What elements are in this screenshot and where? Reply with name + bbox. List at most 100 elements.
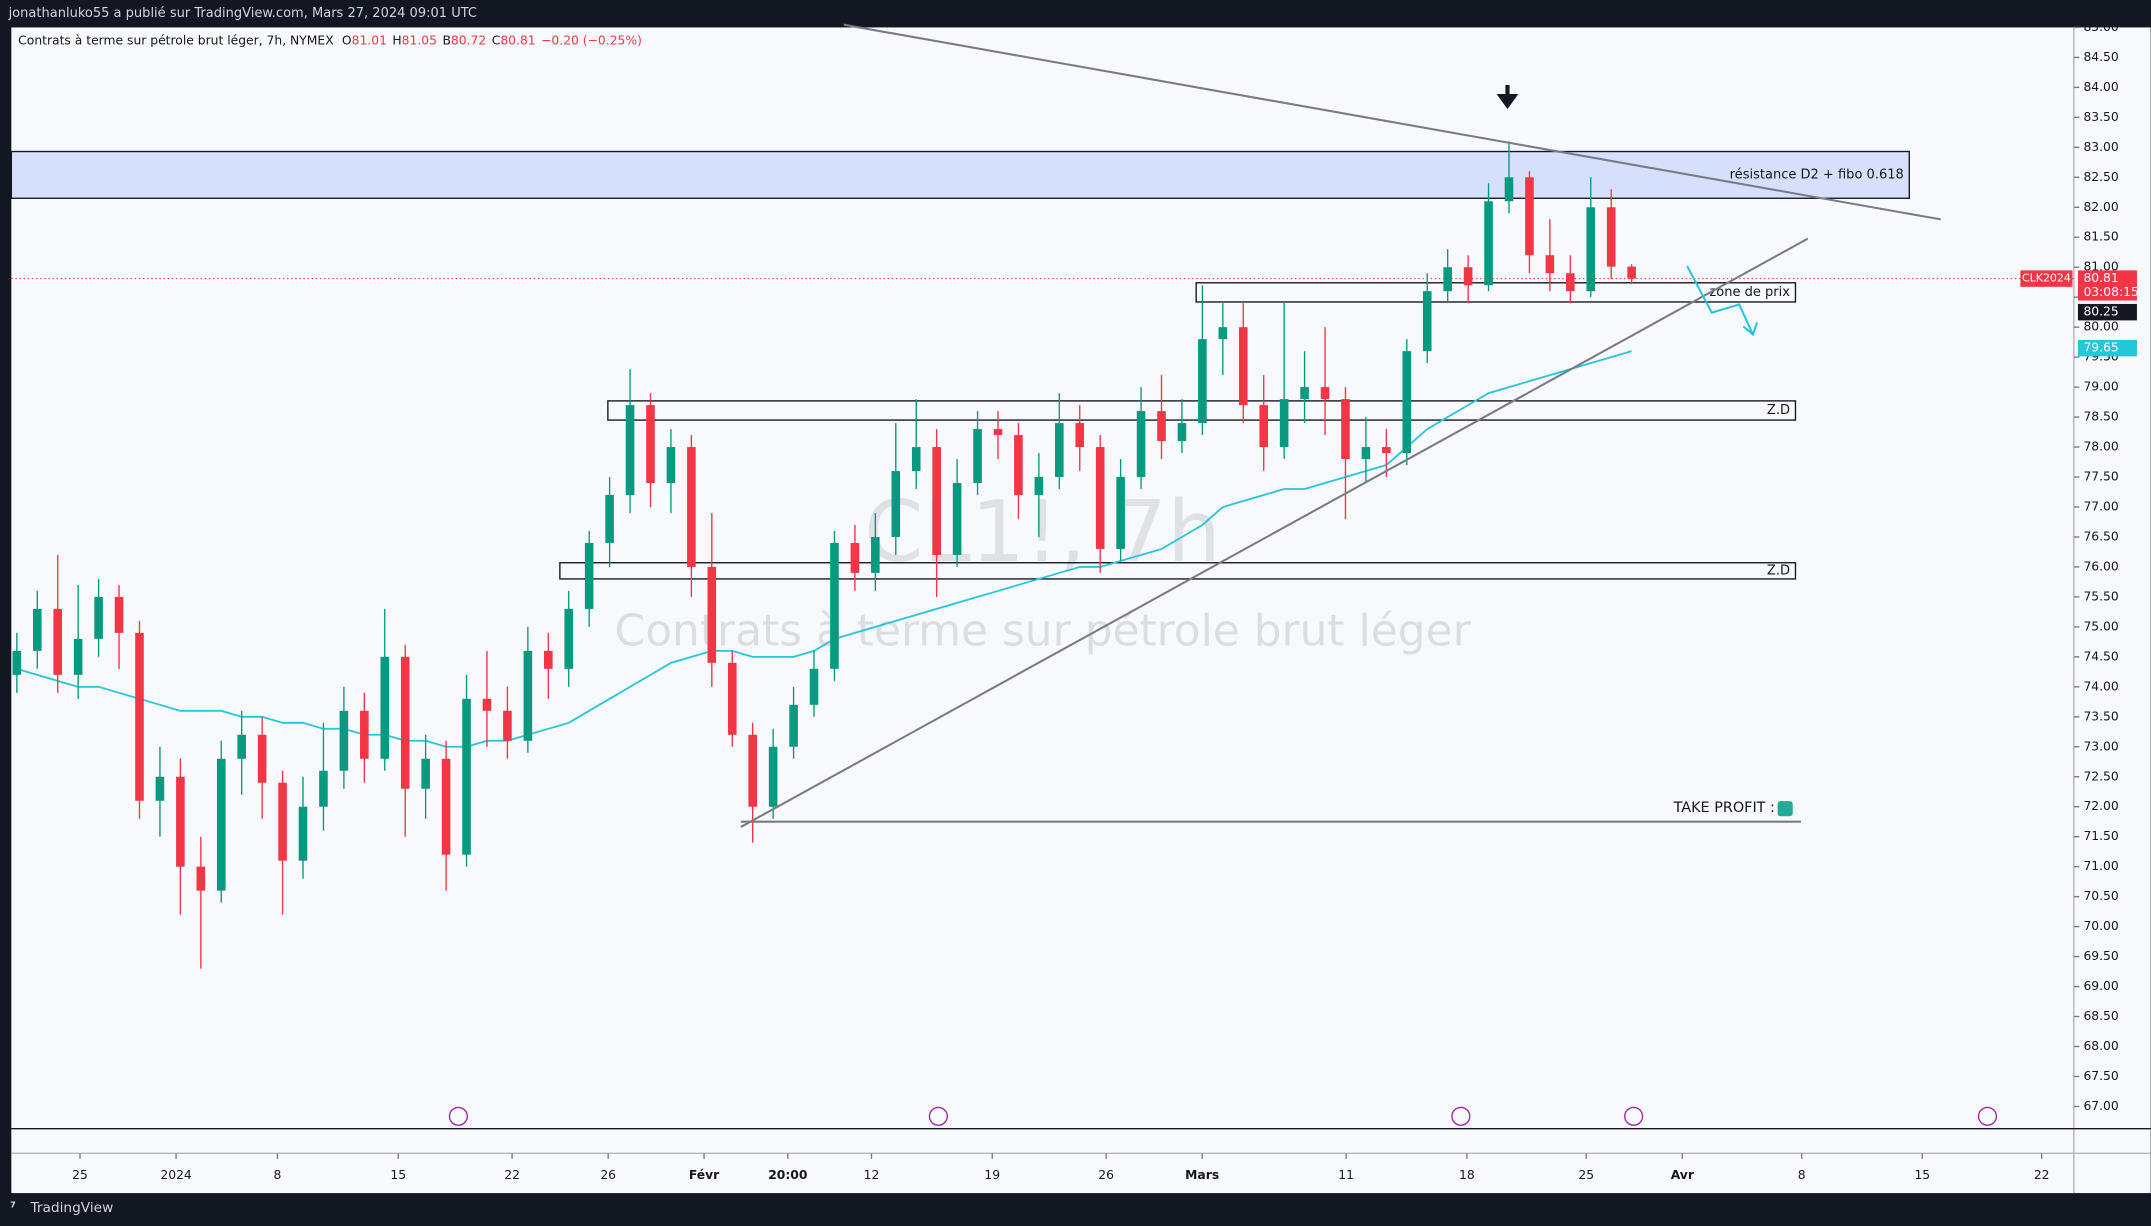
candle-body: [73, 638, 83, 675]
candle-body: [850, 542, 860, 573]
y-tick-label: 68.00: [2083, 1039, 2118, 1053]
candle-body: [830, 542, 839, 669]
x-tick-label: Avr: [1671, 1168, 1695, 1182]
candle-body: [1014, 435, 1023, 496]
symbol-line: Contrats à terme sur pétrole brut léger,…: [18, 34, 334, 48]
y-tick-label: 83.50: [2083, 110, 2118, 124]
price-badge: [2077, 303, 2137, 321]
candle-body: [421, 758, 430, 789]
y-tick-label: 72.00: [2083, 799, 2118, 813]
y-tick-label: 75.50: [2083, 589, 2118, 603]
candle-body: [1545, 255, 1555, 274]
x-tick-label: 15: [1914, 1168, 1930, 1182]
brand: TradingView: [30, 1200, 114, 1216]
y-tick-label: 74.00: [2083, 679, 2118, 693]
candle-body: [1627, 266, 1636, 279]
candle-body: [482, 698, 492, 711]
x-tick-label: 15: [390, 1168, 406, 1182]
candle-body: [114, 596, 124, 633]
y-tick-label: 72.50: [2083, 769, 2118, 783]
legend: Contrats à terme sur pétrole brut léger,…: [18, 34, 642, 48]
price-badge: [2077, 270, 2137, 301]
candle-body: [237, 734, 246, 759]
event-icon[interactable]: [1977, 1106, 1998, 1126]
candle-body: [12, 650, 22, 675]
x-tick-label: 2024: [160, 1168, 192, 1182]
x-tick-label: 19: [984, 1168, 1000, 1182]
candle-body: [605, 495, 614, 543]
candle-body: [1198, 339, 1207, 424]
chart-background: [11, 27, 2151, 1194]
y-tick-label: 75.00: [2083, 619, 2118, 633]
candle-body: [441, 758, 451, 855]
ohlc-value: 80.72: [451, 34, 486, 48]
candle-body: [789, 704, 798, 747]
candle-body: [176, 776, 185, 867]
candle-body: [1586, 207, 1596, 292]
x-tick-label: Févr: [689, 1168, 720, 1182]
candle-body: [155, 776, 165, 801]
candle-body: [768, 746, 778, 807]
y-tick-label: 71.50: [2083, 829, 2118, 843]
take-profit-label: TAKE PROFIT :: [1673, 800, 1775, 816]
candle-body: [462, 698, 471, 855]
y-tick-label: 71.00: [2083, 859, 2118, 873]
candle-body: [1157, 411, 1166, 442]
ohlc-key: C: [492, 34, 501, 48]
candle-body: [196, 866, 206, 891]
candle-body: [1402, 351, 1412, 454]
y-tick-label: 70.00: [2083, 919, 2118, 933]
ohlc-key: B: [442, 34, 450, 48]
y-tick-label: 80.00: [2083, 320, 2118, 334]
candle-body: [503, 710, 512, 741]
countdown: 03:08:15: [2083, 285, 2138, 299]
brand-logo: ⁷: [10, 1200, 16, 1216]
candle-body: [993, 429, 1003, 436]
candle-body: [564, 608, 574, 669]
candle-body: [135, 632, 144, 801]
candle-body: [1443, 267, 1452, 292]
ohlc-key: H: [392, 34, 401, 48]
x-tick-label: 25: [72, 1168, 88, 1182]
candle-body: [1484, 201, 1493, 286]
plot: 67.00 67.50 68.00 68.50 69.00 69.50 70.00 70.50…: [10, 20, 2139, 1182]
candle-body: [257, 734, 267, 783]
y-tick-label: 73.50: [2083, 709, 2118, 723]
price-badge-text: 80.25: [2083, 305, 2118, 319]
event-icon[interactable]: [928, 1106, 948, 1126]
zone: [10, 150, 1910, 199]
candle-body: [523, 650, 533, 741]
x-tick-label: 22: [504, 1168, 520, 1182]
candle-body: [748, 734, 757, 807]
trendline-down: [843, 23, 1942, 221]
candle-body: [1034, 477, 1044, 496]
candle-body: [544, 650, 553, 669]
price-badge: [2077, 339, 2137, 357]
candle-body: [1320, 387, 1330, 400]
y-tick-label: 69.50: [2083, 949, 2118, 963]
candle-body: [1177, 423, 1187, 442]
zone: [559, 562, 1797, 580]
zone-label: résistance D2 + fibo 0.618: [1730, 167, 1904, 182]
y-tick-label: 78.50: [2083, 410, 2118, 424]
candle-body: [1300, 387, 1309, 400]
candle-body: [1055, 423, 1064, 478]
candle-body: [278, 782, 287, 861]
candle-body: [891, 471, 901, 537]
moving-average: [16, 350, 1632, 748]
event-icon[interactable]: [1624, 1106, 1644, 1126]
candle-body: [400, 656, 410, 789]
event-icon[interactable]: [448, 1106, 468, 1126]
y-tick-label: 68.50: [2083, 1009, 2118, 1023]
publisher: jonathanluko55 a publié sur TradingView.…: [8, 6, 477, 21]
candle-body: [1218, 327, 1228, 340]
candle-body: [1136, 411, 1146, 478]
x-tick-label: 22: [2034, 1168, 2050, 1182]
event-icon[interactable]: [1451, 1106, 1471, 1126]
candle-body: [727, 662, 737, 735]
candle-body: [932, 447, 941, 555]
candle-body: [1382, 447, 1391, 454]
symbol-badge-text: CLK2024: [2022, 272, 2071, 285]
candle-body: [1463, 267, 1473, 286]
